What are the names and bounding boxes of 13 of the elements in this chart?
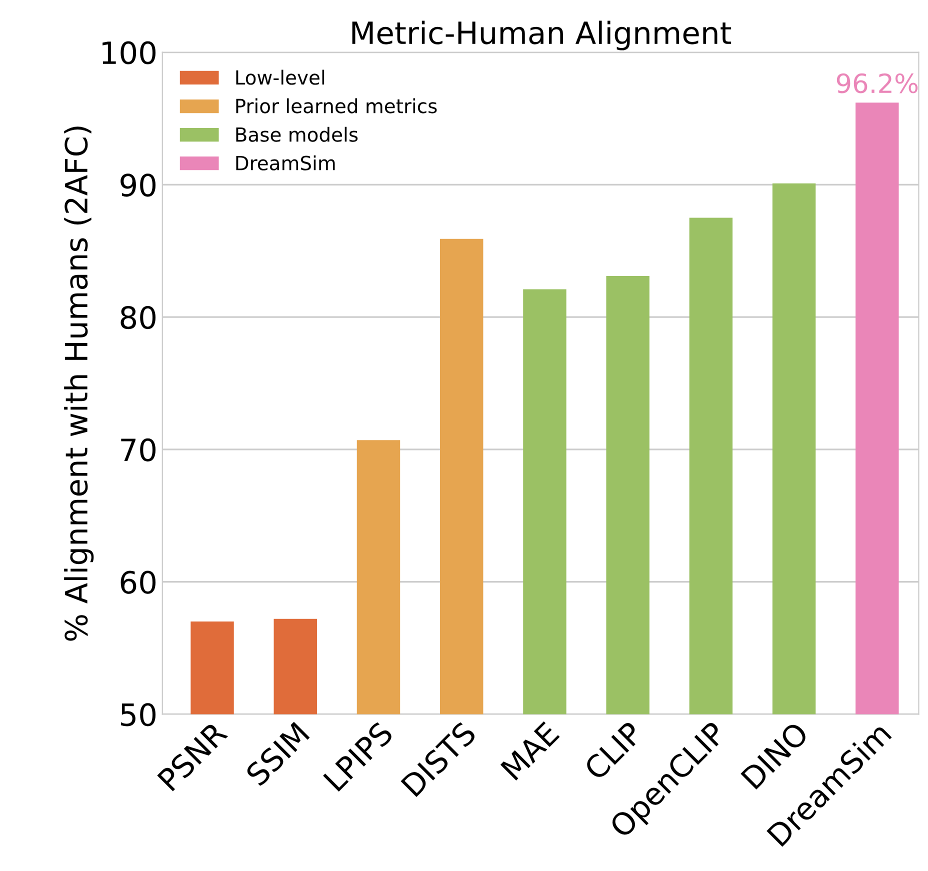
y-tick-label: 50 <box>121 703 156 726</box>
y-tick-label: 90 <box>120 174 156 197</box>
data-label: 96.2% <box>836 73 918 94</box>
legend-label: Low-level <box>236 70 324 85</box>
legend-label: Prior learned metrics <box>236 98 437 114</box>
y-axis-title: % Alignment with Humans (2AFC) <box>64 126 94 641</box>
legend-label: DreamSim <box>236 155 335 170</box>
y-tick-label: 70 <box>121 438 156 462</box>
y-tick-label: 60 <box>120 570 156 594</box>
y-tick-label: 100 <box>102 41 156 64</box>
chart-title: Metric-Human Alignment <box>352 20 732 50</box>
legend-label: Base models <box>236 126 358 142</box>
y-tick-label: 80 <box>120 306 156 330</box>
